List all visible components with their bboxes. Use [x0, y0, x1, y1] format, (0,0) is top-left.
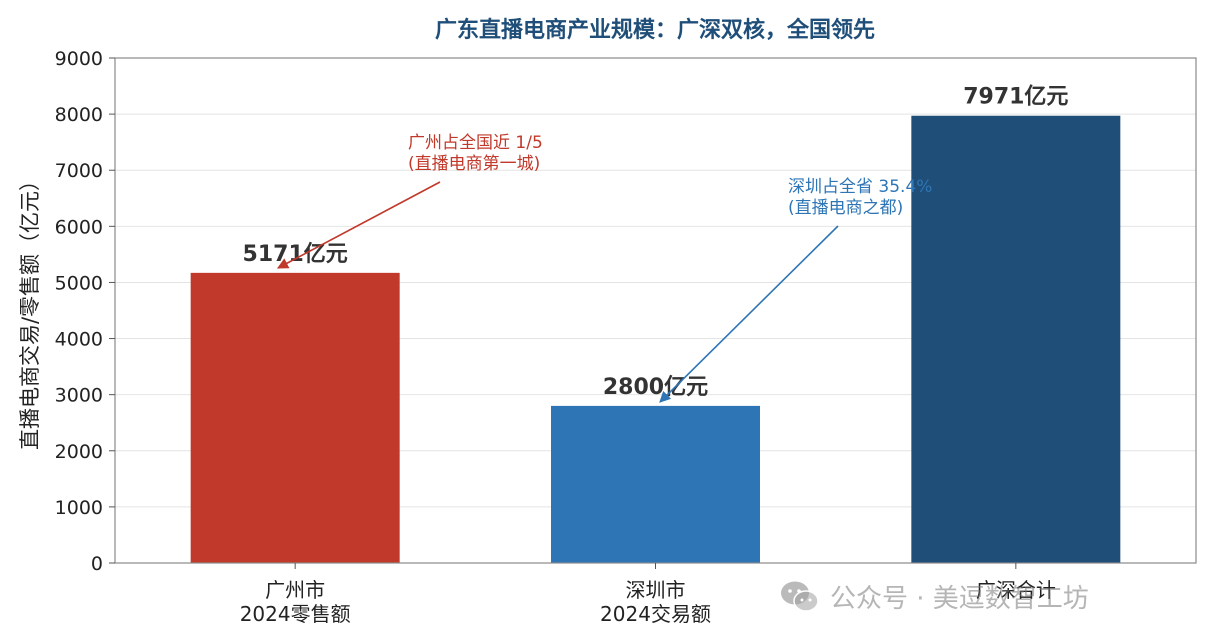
y-tick-label: 6000: [55, 216, 103, 238]
annotation-subtext: (直播电商第一城): [408, 154, 540, 174]
y-tick-label: 7000: [55, 160, 103, 182]
y-tick-label: 2000: [55, 441, 103, 463]
x-tick-label-line2: 2024交易额: [600, 602, 711, 626]
y-tick-label: 3000: [55, 385, 103, 407]
value-label: 7971亿元: [963, 85, 1068, 110]
bar: [190, 272, 400, 563]
annotations: 广州占全国近 1/5(直播电商第一城) 深圳占全省 35.4%(直播电商之都): [277, 133, 932, 403]
x-tick-label: 广深合计: [976, 578, 1056, 602]
value-labels: 5171亿元 2800亿元 7971亿元: [243, 85, 1069, 400]
watermark: 公众号 · 美逗数智工坊: [780, 578, 1089, 615]
y-tick-label: 4000: [55, 329, 103, 351]
y-tick-label: 5000: [55, 272, 103, 294]
y-tick-label: 1000: [55, 497, 103, 519]
y-axis-ticks: 0 1000 2000 3000 4000 5000 6000 7000 8000 9000: [55, 48, 115, 575]
annotation-text: 深圳占全省 35.4%: [788, 177, 932, 197]
watermark-text: 公众号 · 美逗数智工坊: [830, 584, 1089, 614]
bars: [190, 115, 1121, 563]
wechat-icon: [781, 581, 819, 612]
annotation-text: 广州占全国近 1/5: [408, 133, 543, 153]
value-label: 2800亿元: [603, 375, 708, 400]
x-tick-label: 深圳市: [626, 578, 686, 602]
x-tick-label-line2: 2024零售额: [240, 602, 351, 626]
annotation-subtext: (直播电商之都): [788, 198, 903, 218]
y-tick-label: 9000: [55, 48, 103, 70]
y-tick-label: 0: [91, 553, 103, 575]
chart-title: 广东直播电商产业规模：广深双核，全国领先: [435, 17, 875, 43]
bar: [551, 405, 760, 563]
y-axis-label: 直播电商交易/零售额（亿元）: [18, 170, 42, 450]
annotation-arrow: [277, 181, 441, 269]
x-tick-label: 广州市: [265, 578, 325, 602]
annotation-arrow: [659, 225, 839, 403]
value-label: 5171亿元: [243, 242, 348, 267]
bar: [911, 115, 1121, 563]
y-tick-label: 8000: [55, 104, 103, 126]
